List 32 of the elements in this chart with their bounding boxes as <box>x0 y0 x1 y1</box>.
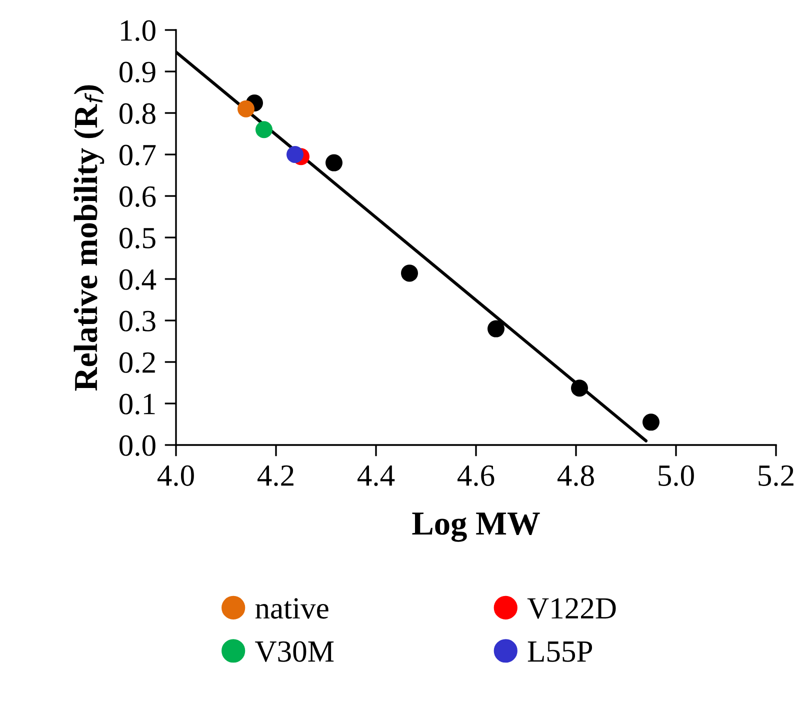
point <box>237 100 255 118</box>
y-axis-title: Relative mobility (R$_{f}$) <box>74 85 104 391</box>
legend-label: L55P <box>528 642 592 662</box>
point <box>255 121 273 138</box>
y-tick-label: 1.0 <box>121 20 156 42</box>
x-tick-label: 4.2 <box>258 465 294 486</box>
legend-label: V30M <box>255 641 334 662</box>
x-tick-label: 4.0 <box>158 465 194 486</box>
y-tick-label: 0.5 <box>120 228 156 249</box>
x-tick-label: 4.6 <box>458 465 494 486</box>
point <box>570 380 588 397</box>
y-tick-label: 0.6 <box>120 186 156 208</box>
legend-label: native <box>255 598 328 619</box>
y-tick-label: 0.7 <box>120 144 156 166</box>
y-tick-label: 0.3 <box>120 310 156 332</box>
x-axis-title: Log MW <box>412 512 540 542</box>
x-tick-label: 4.8 <box>558 465 594 486</box>
x-tick-label: 5.2 <box>758 465 794 486</box>
legend-label: V122D <box>527 598 616 619</box>
y-tick-label: 0.1 <box>120 394 155 415</box>
point <box>642 414 660 431</box>
y-tick-label: 0.8 <box>120 103 156 124</box>
y-tick-label: 0.9 <box>120 62 156 83</box>
x-tick-label: 4.4 <box>358 466 395 486</box>
x-tick-label: 5.0 <box>658 465 694 486</box>
point <box>286 146 304 164</box>
y-tick-label: 0.2 <box>120 352 155 374</box>
y-tick-label: 0.4 <box>120 269 156 290</box>
point <box>400 264 418 282</box>
point <box>487 320 505 338</box>
y-tick-label: 0.0 <box>120 435 156 456</box>
point <box>325 154 343 172</box>
